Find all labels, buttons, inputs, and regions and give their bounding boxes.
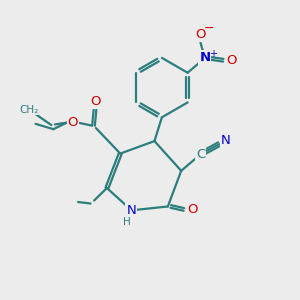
Text: +: + [209, 49, 217, 59]
Text: N: N [221, 134, 231, 147]
Text: O: O [188, 203, 198, 216]
Text: CH₂: CH₂ [20, 105, 39, 115]
Text: O: O [90, 95, 100, 108]
Text: N: N [126, 204, 136, 217]
Text: O: O [226, 54, 237, 67]
Text: N: N [199, 51, 210, 64]
Text: C: C [196, 148, 205, 161]
Text: O: O [68, 116, 78, 129]
Text: O: O [195, 28, 206, 40]
Text: −: − [204, 22, 214, 35]
Text: H: H [123, 217, 131, 227]
